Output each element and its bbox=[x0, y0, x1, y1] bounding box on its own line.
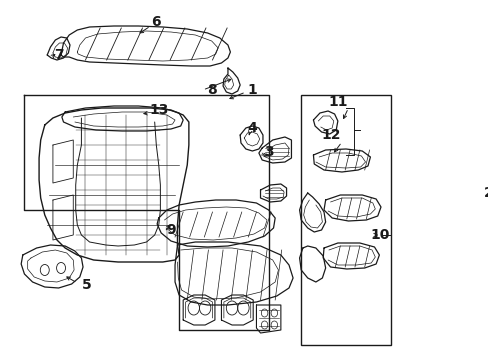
Text: 7: 7 bbox=[54, 48, 63, 62]
Text: 5: 5 bbox=[82, 278, 92, 292]
Text: 2: 2 bbox=[483, 186, 488, 200]
Text: 12: 12 bbox=[321, 128, 341, 142]
Text: 3: 3 bbox=[264, 145, 273, 159]
Text: 1: 1 bbox=[247, 83, 257, 97]
Text: 13: 13 bbox=[149, 103, 169, 117]
Text: 9: 9 bbox=[166, 223, 175, 237]
Text: 6: 6 bbox=[151, 15, 161, 29]
Bar bbox=[301, 95, 390, 345]
Text: 10: 10 bbox=[370, 228, 389, 242]
Text: 8: 8 bbox=[206, 83, 216, 97]
Text: 4: 4 bbox=[247, 121, 257, 135]
Text: 11: 11 bbox=[327, 95, 347, 109]
